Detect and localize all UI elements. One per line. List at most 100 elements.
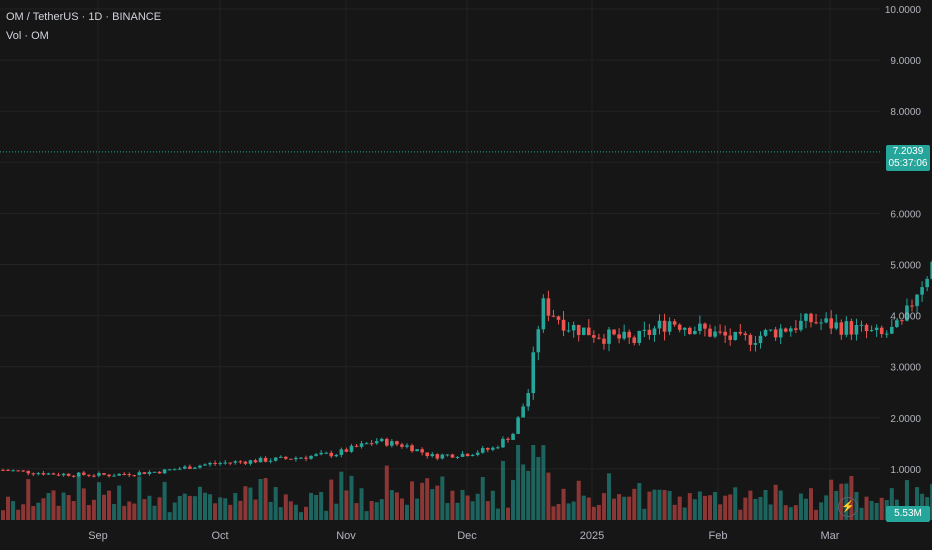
volume-bar (208, 494, 213, 520)
volume-bar (500, 460, 505, 520)
volume-bar (359, 488, 364, 520)
volume-bar (465, 495, 470, 520)
candle-body (612, 329, 616, 335)
candle-body (602, 338, 606, 344)
candle-body (284, 456, 288, 459)
volume-bar (667, 490, 672, 520)
candle-body (511, 433, 515, 440)
volume-bar (879, 497, 884, 520)
volume-bar (480, 477, 485, 520)
symbol-title[interactable]: OM / TetherUS · 1D · BINANCE (6, 11, 162, 23)
volume-bar (824, 495, 829, 520)
candle-body (890, 326, 894, 334)
lightning-icon[interactable]: ⚡ (838, 497, 858, 517)
candle-body (1, 469, 5, 471)
candle-body (920, 287, 924, 295)
bar-countdown: 05:37:06 (888, 158, 928, 169)
volume-bar (526, 470, 531, 520)
candle-body (864, 324, 869, 332)
volume-bar (718, 504, 723, 520)
candle-body (475, 452, 480, 455)
candlesticks (1, 260, 932, 478)
volume-bar (485, 501, 490, 520)
volume-bar (819, 502, 824, 520)
candle-body (486, 448, 490, 450)
volume-bar (127, 501, 132, 520)
volume-bar (344, 490, 349, 520)
candle-body (743, 333, 748, 336)
volume-bar (723, 495, 728, 520)
time-axis[interactable]: Sep Oct Nov Dec 2025 Feb Mar (88, 530, 840, 542)
volume-bar (829, 479, 834, 520)
candle-body (647, 329, 652, 336)
volume-bar (218, 497, 223, 520)
candle-body (693, 330, 697, 335)
volume-indicator-label[interactable]: Vol · OM (6, 30, 49, 42)
price-tick-label: 8.0000 (890, 107, 921, 118)
candle-body (92, 475, 96, 477)
volume-bar (682, 507, 687, 520)
volume-bar (76, 475, 81, 520)
candle-body (82, 472, 86, 475)
candle-body (157, 471, 162, 474)
candle-body (869, 330, 874, 332)
candle-body (804, 313, 808, 321)
volume-bar (26, 479, 31, 520)
volume-bar (96, 482, 101, 520)
volume-bar (541, 445, 546, 520)
volume-bar (864, 496, 869, 520)
volume-bar (273, 487, 278, 520)
volume-bar (213, 503, 218, 520)
candle-body (915, 294, 919, 307)
volume-bar (556, 503, 561, 520)
candle-body (496, 447, 500, 449)
candle-body (819, 322, 823, 324)
volume-bar (814, 509, 819, 520)
candle-body (152, 471, 157, 473)
candle-body (188, 466, 192, 469)
candle-body (61, 473, 66, 476)
candle-body (122, 473, 126, 475)
volume-bar (859, 507, 864, 520)
candle-body (753, 343, 758, 345)
volume-bar (16, 509, 21, 520)
candle-body (708, 328, 712, 337)
candle-body (16, 470, 20, 472)
candle-body (910, 305, 914, 307)
candle-body (400, 444, 404, 447)
volume-bar (86, 505, 91, 520)
volume-bar (405, 504, 409, 520)
volume-bar (334, 503, 339, 520)
volume-bar (571, 501, 576, 520)
volume-bar (581, 495, 586, 520)
volume-bar (440, 476, 445, 520)
candle-body (566, 330, 571, 332)
volume-bar (329, 479, 334, 520)
candle-body (273, 457, 278, 461)
candle-body (465, 453, 470, 457)
volume-bar (167, 512, 172, 520)
volume-bar (475, 493, 480, 520)
candle-body (854, 324, 859, 335)
volume-bar (652, 489, 657, 520)
candle-body (112, 475, 116, 477)
volume-bar (601, 493, 606, 520)
volume-bar (702, 495, 707, 520)
candle-body (117, 473, 121, 476)
candle-body (223, 462, 227, 464)
candle-body (698, 323, 702, 331)
volume-bar (758, 496, 763, 520)
price-axis[interactable]: 10.00009.00008.00007.00006.00005.00004.0… (885, 5, 922, 476)
volume-bars (1, 445, 932, 520)
candle-body (289, 458, 293, 460)
candle-body (576, 324, 581, 336)
volume-bar (309, 492, 314, 520)
candle-body (799, 320, 803, 330)
volume-bar (172, 502, 177, 520)
volume-bar (36, 502, 41, 520)
candle-body (46, 473, 51, 475)
candle-body (879, 327, 884, 335)
volume-bar (379, 499, 384, 520)
volume-bar (91, 499, 96, 520)
